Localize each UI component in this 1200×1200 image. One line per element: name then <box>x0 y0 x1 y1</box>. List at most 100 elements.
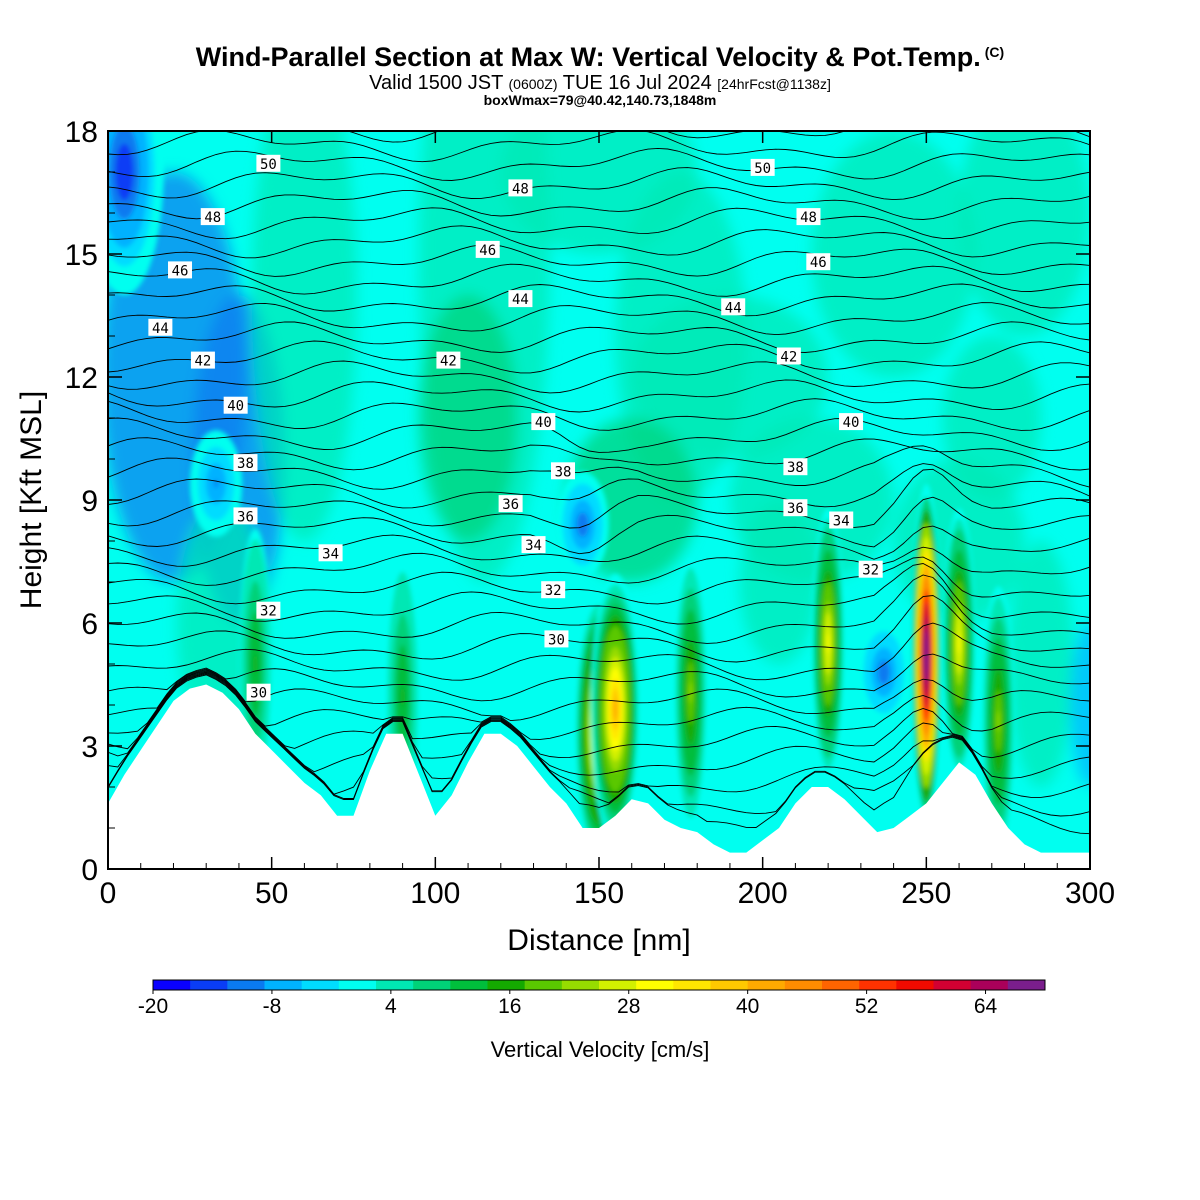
colorbar-swatch <box>1007 980 1046 990</box>
theta-label: 46 <box>168 261 193 279</box>
theta-isoline <box>108 653 1090 702</box>
colorbar-swatch <box>896 980 934 990</box>
theta-label-box <box>858 560 883 578</box>
theta-label-text: 34 <box>322 546 339 562</box>
colorbar-swatch <box>673 980 711 990</box>
theta-isoline <box>108 417 1090 453</box>
theta-label-box <box>318 544 343 562</box>
colorbar-swatch <box>636 980 674 990</box>
theta-label: 48 <box>508 179 533 197</box>
colorbar-frame <box>152 979 1046 991</box>
theta-label-text: 50 <box>260 157 277 173</box>
downdraft-core <box>857 618 910 726</box>
theta-isoline <box>108 340 1090 374</box>
theta-label-box <box>190 351 215 369</box>
theta-label: 40 <box>531 413 556 431</box>
theta-label-text: 32 <box>545 583 562 599</box>
y-axis-label: Height [Kft MSL] <box>15 391 48 609</box>
colorbar-swatch <box>859 980 897 990</box>
theta-label-box <box>721 298 746 316</box>
y-tick-label: 15 <box>65 239 98 272</box>
field-patch <box>959 131 1090 336</box>
colorbar-swatch <box>227 980 265 990</box>
theta-isoline <box>108 468 1090 529</box>
theta-label-text: 40 <box>843 415 860 431</box>
theta-label-box <box>531 413 556 431</box>
colorbar-swatch <box>784 980 823 990</box>
theta-label-box <box>233 454 258 472</box>
theta-label-box <box>200 208 225 226</box>
theta-label: 32 <box>541 581 566 599</box>
theta-label-box <box>839 413 864 431</box>
theta-label-box <box>256 154 281 172</box>
theta-label-text: 46 <box>479 243 496 259</box>
theta-label-box <box>475 240 500 258</box>
theta-label: 30 <box>544 630 569 648</box>
theta-label: 30 <box>246 683 271 702</box>
colorbar-tick-label: 16 <box>498 995 521 1018</box>
title-copyright-mark: (C) <box>984 44 1005 60</box>
colorbar-swatch <box>301 980 340 990</box>
theta-isoline <box>108 672 1090 798</box>
theta-label: 50 <box>256 154 281 173</box>
x-tick-label: 100 <box>410 877 460 910</box>
theta-label: 36 <box>783 499 808 517</box>
theta-label-box <box>541 581 566 599</box>
downdraft-band <box>121 162 128 182</box>
theta-isoline <box>108 244 1090 277</box>
theta-label-text: 38 <box>237 456 254 472</box>
theta-isoline <box>108 398 1090 431</box>
theta-label: 42 <box>190 351 215 370</box>
colorbar-label: Vertical Velocity [cm/s] <box>491 1037 710 1062</box>
theta-label-box <box>148 318 173 336</box>
downdraft-core <box>556 471 609 578</box>
x-axis-label: Distance [nm] <box>507 924 690 957</box>
theta-isoline <box>108 595 1090 663</box>
theta-label: 44 <box>508 290 533 308</box>
box-wmax-info: boxWmax=79@40.42,140.73,1848m <box>483 92 717 108</box>
theta-label-box <box>508 290 533 308</box>
theta-label-box <box>223 396 248 414</box>
theta-isoline <box>108 91 1090 123</box>
theta-isoline <box>108 673 1090 817</box>
theta-label-text: 44 <box>512 292 529 308</box>
theta-isoline <box>108 187 1090 220</box>
updraft-core <box>674 557 708 828</box>
theta-isoline <box>108 674 1090 835</box>
theta-label: 50 <box>750 158 775 177</box>
theta-label: 42 <box>776 347 801 366</box>
colorbar: -20 -8 4 16 28 40 52 64 <box>138 979 1046 1018</box>
colorbar-swatch <box>933 980 972 990</box>
colorbar-swatch <box>338 980 377 990</box>
theta-label-box <box>246 683 271 701</box>
theta-label: 32 <box>256 601 281 620</box>
colorbar-swatch <box>524 980 563 990</box>
theta-label-box <box>521 536 546 554</box>
theta-label-text: 40 <box>535 415 552 431</box>
theta-label-box <box>544 630 569 648</box>
field-patch <box>252 131 357 541</box>
colorbar-tick-label: -20 <box>138 995 168 1018</box>
theta-label: 36 <box>233 507 258 525</box>
theta-isoline <box>108 207 1090 240</box>
theta-isoline <box>108 360 1090 394</box>
updraft-core <box>811 508 845 779</box>
theta-label-box <box>783 499 808 517</box>
theta-label-text: 38 <box>787 460 804 476</box>
theta-label-box <box>256 601 281 619</box>
theta-label-box <box>498 495 523 513</box>
downdraft-band <box>881 668 886 677</box>
theta-isoline <box>108 546 1090 586</box>
colorbar-swatch <box>487 980 526 990</box>
theta-label-text: 32 <box>862 563 879 579</box>
theta-label: 48 <box>200 208 225 226</box>
y-tick-label: 3 <box>81 731 98 764</box>
theta-label: 44 <box>148 318 173 337</box>
theta-label-text: 32 <box>260 604 277 620</box>
updraft-band <box>826 633 830 654</box>
theta-isoline <box>108 379 1090 413</box>
theta-isoline <box>108 445 1090 490</box>
theta-label-text: 46 <box>810 255 827 271</box>
x-tick-label: 200 <box>738 877 788 910</box>
terrain <box>108 684 1090 869</box>
